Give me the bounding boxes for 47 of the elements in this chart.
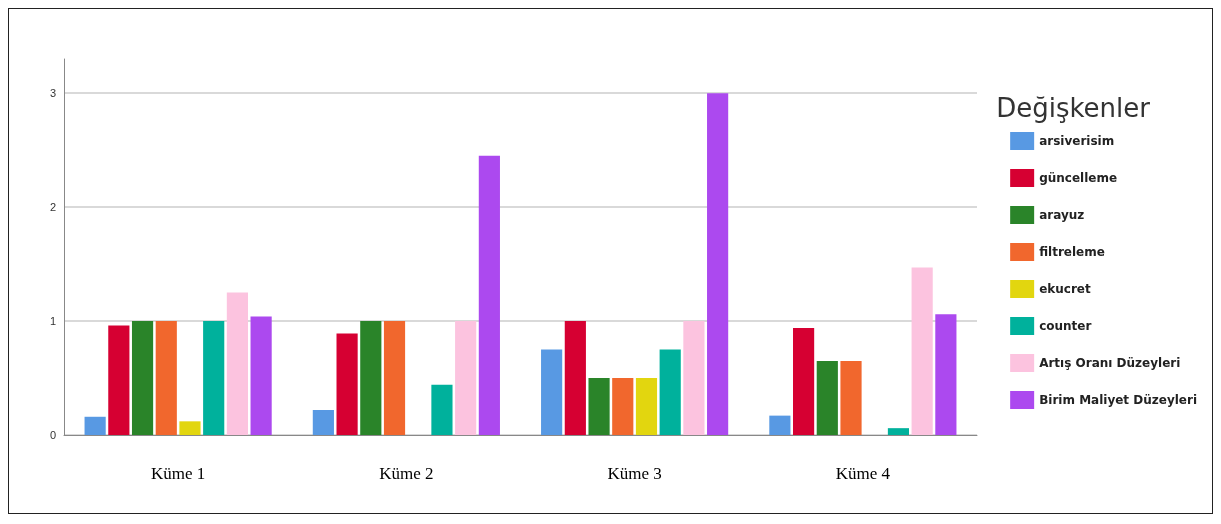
bar (564, 321, 586, 435)
y-tick-label: 2 (49, 201, 56, 214)
bar (312, 409, 334, 435)
bar (226, 292, 248, 435)
legend-label: Birim Maliyet Düzeyleri (1039, 393, 1198, 407)
bar (541, 349, 563, 435)
bar (203, 321, 225, 435)
y-tick-label: 0 (49, 429, 56, 441)
bar (793, 327, 815, 435)
bar (769, 415, 791, 435)
bar (683, 321, 705, 435)
bar (588, 378, 610, 435)
bar (360, 321, 382, 435)
legend-label: counter (1039, 319, 1092, 333)
legend-label: Artış Oranı Düzeyleri (1039, 356, 1181, 370)
legend-label: arsiverisim (1039, 134, 1115, 148)
legend-label: filtreleme (1039, 245, 1105, 259)
bar (84, 416, 106, 435)
bar (816, 360, 838, 435)
bar (431, 384, 453, 435)
y-tick-label: 1 (49, 315, 56, 328)
bar (612, 378, 634, 435)
x-tick-label: Küme 4 (835, 464, 891, 483)
legend-label: ekucret (1039, 282, 1091, 296)
bar (707, 93, 729, 435)
bar (911, 267, 933, 435)
bar (108, 325, 130, 435)
bar (935, 314, 957, 435)
bar (635, 378, 658, 435)
x-tick-label: Küme 2 (379, 464, 434, 483)
x-tick-label: Küme 1 (150, 464, 206, 483)
bar (887, 428, 910, 435)
legend-title: Değişkenler (996, 93, 1151, 123)
bar (250, 316, 272, 435)
bar (455, 321, 477, 435)
bar (155, 321, 177, 435)
bar (383, 321, 406, 435)
y-tick-label: 3 (49, 87, 56, 100)
bar (478, 155, 500, 435)
bar (659, 349, 681, 435)
bar (336, 333, 358, 435)
bar (179, 421, 201, 435)
bar (131, 321, 154, 435)
x-tick-label: Küme 3 (607, 464, 662, 483)
legend-label: güncelleme (1039, 171, 1118, 185)
legend-label: arayuz (1039, 208, 1085, 222)
bar (840, 360, 862, 435)
